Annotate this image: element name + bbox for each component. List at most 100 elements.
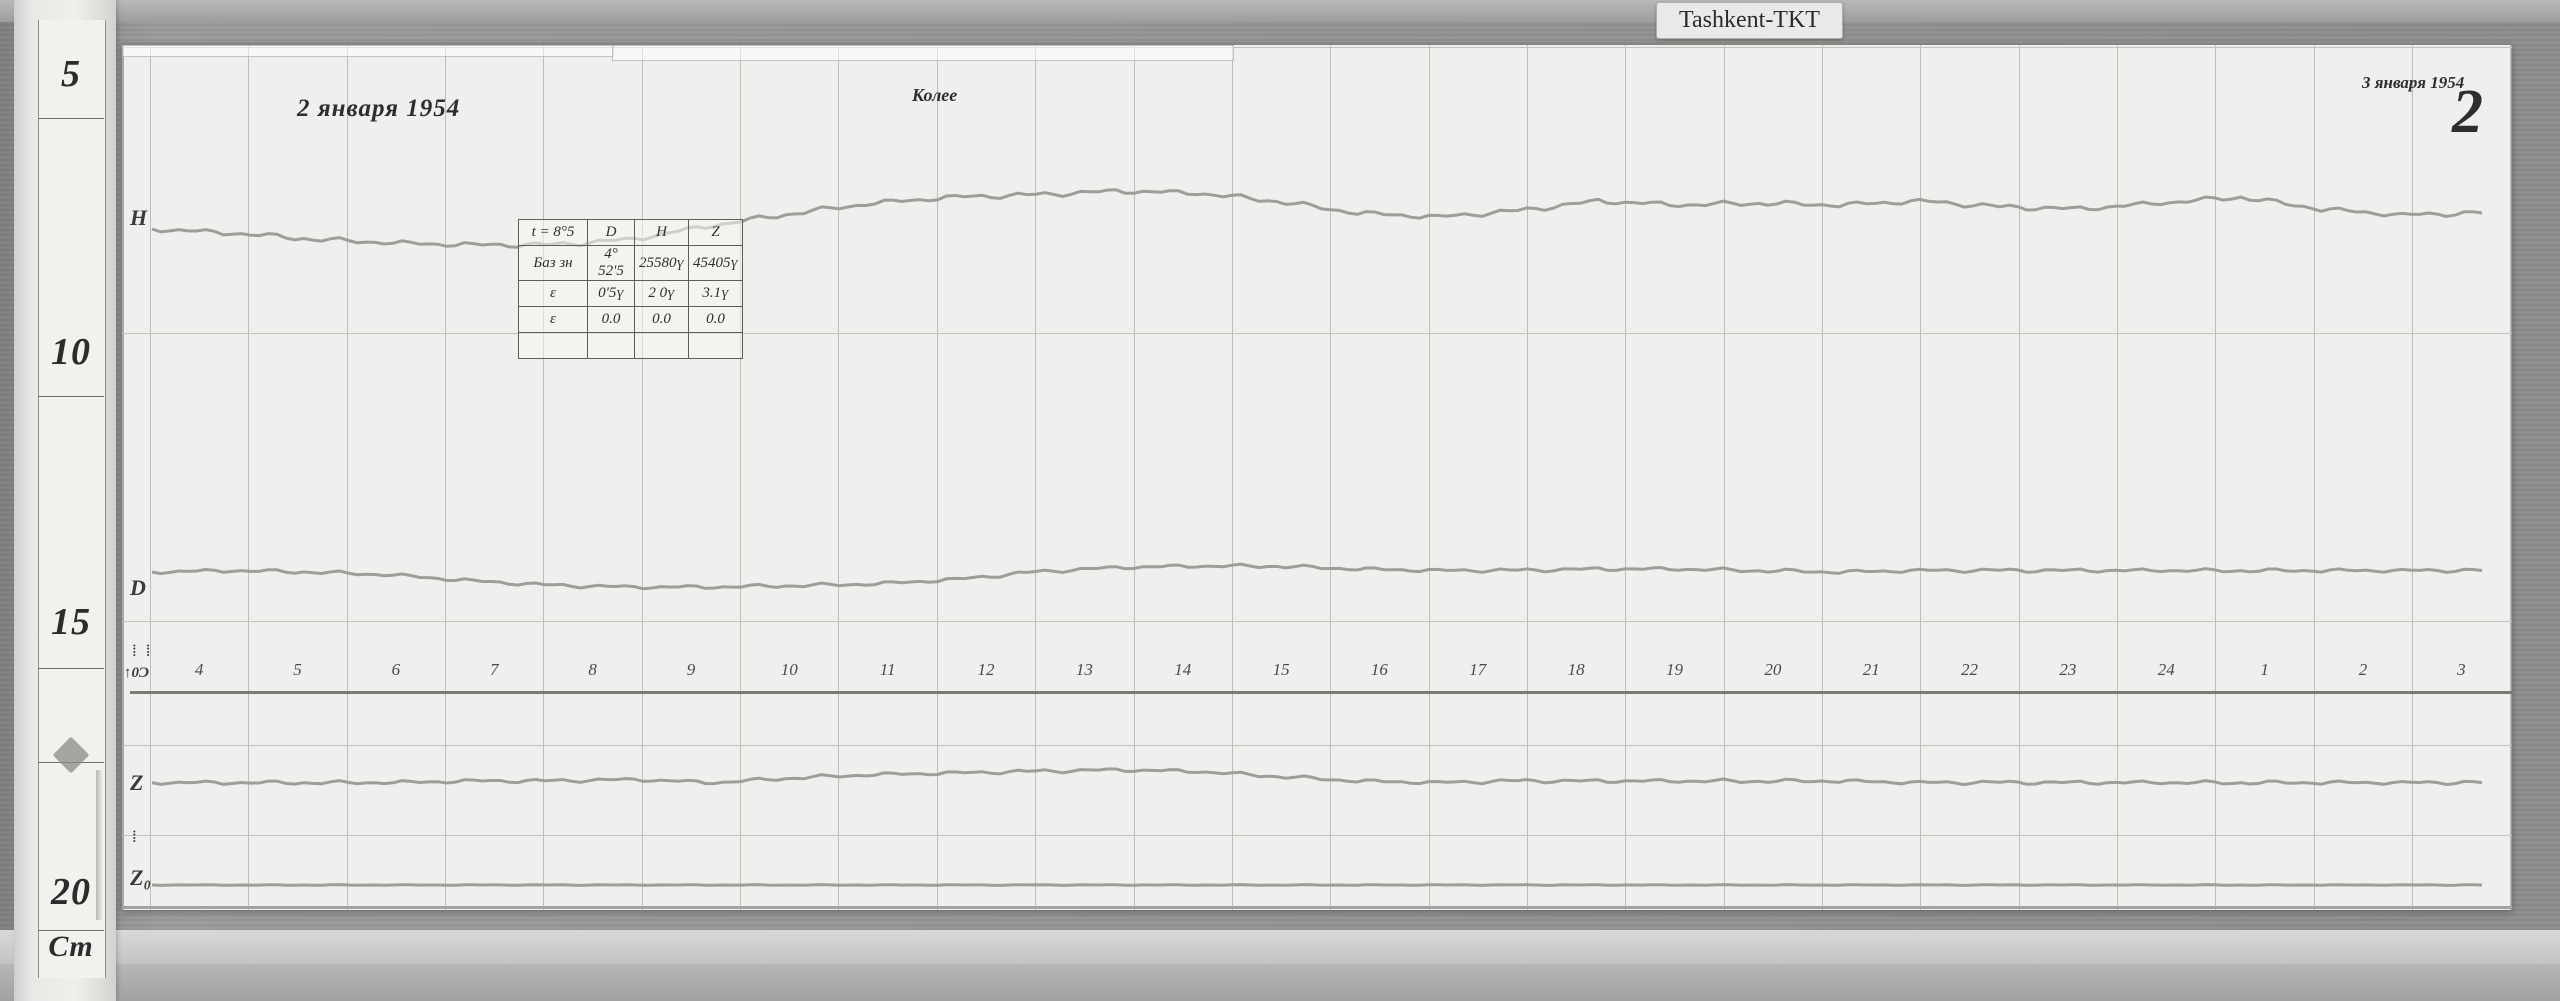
table-header-cell: t = 8°5 xyxy=(518,219,588,246)
ruler-body xyxy=(38,20,106,978)
magnetogram-sheet: H D Z Z₀ ↑0Ɔ ⁞⁞ ⁞ 4 5 6 7 8 9 10 11 12 13 14 15 16 17… xyxy=(122,45,2512,910)
table-row: ε 0'5ү 2 0ү 3.1ү xyxy=(518,280,743,307)
table-header-cell: H xyxy=(634,219,689,246)
horizontal-gridline xyxy=(122,745,2512,746)
hour-tick-label: 18 xyxy=(1567,660,1585,679)
hour-tick-label: 2 xyxy=(2358,660,2368,679)
trace-label-z: Z xyxy=(130,770,144,795)
vertical-gridline xyxy=(2018,45,2020,910)
vertical-gridline xyxy=(1625,45,1627,910)
sheet-bottom-edge xyxy=(122,906,2512,909)
desk-band-bottom xyxy=(0,962,2560,1001)
time-base-line xyxy=(130,691,2512,694)
hour-axis: 4 5 6 7 8 9 10 11 12 13 14 15 16 17 18 19 20 21 22 23 24 1 2 3 xyxy=(122,45,2512,910)
horizontal-gridline xyxy=(122,333,2512,334)
vertical-gridline xyxy=(936,45,938,910)
table-cell: 0.0 xyxy=(634,306,689,333)
hour-tick-label: 20 xyxy=(1764,660,1782,679)
vertical-gridline xyxy=(2510,45,2512,910)
ruler-label-10: 10 xyxy=(51,331,91,373)
hour-tick-label: 1 xyxy=(2260,660,2269,679)
vertical-gridline xyxy=(1822,45,1824,910)
vertical-gridline xyxy=(543,45,545,910)
table-header-row: t = 8°5 D H Z xyxy=(518,219,743,246)
vertical-gridline xyxy=(346,45,348,910)
hour-tick-label: 19 xyxy=(1665,660,1683,679)
ruler-label-20: 20 xyxy=(51,871,91,913)
hour-tick-label: 4 xyxy=(194,660,204,679)
vertical-gridline xyxy=(1920,45,1922,910)
ruler-tick xyxy=(38,396,104,397)
vertical-gridline xyxy=(2313,45,2315,910)
base-mark-label: ↑0Ɔ xyxy=(124,665,150,681)
table-cell: 0'5ү xyxy=(587,280,635,307)
hour-tick-label: 9 xyxy=(686,660,696,679)
vertical-gridline xyxy=(2117,45,2119,910)
table-cell xyxy=(634,332,689,359)
horizontal-gridline xyxy=(122,835,2512,836)
table-cell xyxy=(688,332,743,359)
hour-tick-label: 24 xyxy=(2157,660,2175,679)
note-sheet-number: 2 xyxy=(2452,78,2483,146)
table-cell: 0.0 xyxy=(688,306,743,333)
vertical-gridline xyxy=(740,45,742,910)
hour-tick-label: 23 xyxy=(2059,660,2077,679)
trace-label-h: H xyxy=(130,205,148,230)
ruler-tick xyxy=(38,118,104,119)
calibration-table: t = 8°5 D H Z Баз зн 4° 52'5 25580ү 45405ү ε 0'5ү… xyxy=(518,219,743,359)
table-cell: 45405ү xyxy=(688,245,743,281)
ruler-tick xyxy=(38,930,104,931)
fiducial-ticks: ⁞⁞ xyxy=(132,641,160,660)
ruler-unit-label: Cm xyxy=(48,930,94,963)
ruler-tick xyxy=(38,668,104,669)
vertical-gridline xyxy=(2412,45,2414,910)
vertical-gridline xyxy=(1428,45,1430,910)
note-date-right: 3 января 1954 xyxy=(2362,73,2465,92)
hour-tick-label: 12 xyxy=(977,660,995,679)
hour-tick-label: 17 xyxy=(1469,660,1487,679)
vertical-gridline xyxy=(445,45,447,910)
horizontal-gridline xyxy=(122,47,2512,48)
vertical-gridline xyxy=(1035,45,1037,910)
hour-tick-label: 22 xyxy=(1961,660,1979,679)
hour-tick-label: 10 xyxy=(780,660,798,679)
vertical-gridline xyxy=(1133,45,1135,910)
table-row: ε 0.0 0.0 0.0 xyxy=(518,306,743,333)
table-cell: 0.0 xyxy=(587,306,635,333)
ruler-edge-highlight xyxy=(96,770,102,920)
vertical-gridline xyxy=(1231,45,1233,910)
table-cell: 25580ү xyxy=(634,245,689,281)
table-row xyxy=(518,332,743,359)
scale-ruler: 5 10 15 20 Cm xyxy=(14,0,116,1001)
table-header-cell: Z xyxy=(688,219,743,246)
vertical-gridline xyxy=(2215,45,2217,910)
table-cell xyxy=(587,332,635,359)
note-station: Колее xyxy=(912,85,958,105)
table-cell: 4° 52'5 xyxy=(587,245,635,281)
hour-tick-label: 21 xyxy=(1862,660,1880,679)
table-row: Баз зн 4° 52'5 25580ү 45405ү xyxy=(518,245,743,281)
vertical-gridline xyxy=(150,45,151,910)
hour-tick-label: 14 xyxy=(1174,660,1192,679)
hour-tick-label: 16 xyxy=(1370,660,1388,679)
vertical-gridline xyxy=(838,45,840,910)
table-cell: Баз зн xyxy=(518,245,588,281)
ruler-label-15: 15 xyxy=(51,601,91,643)
sheet-left-border xyxy=(122,45,124,910)
hour-tick-label: 8 xyxy=(588,660,597,679)
vertical-gridline xyxy=(1526,45,1528,910)
sheet-top-edge xyxy=(122,42,2512,46)
vertical-gridline xyxy=(248,45,250,910)
horizontal-gridline xyxy=(122,621,2512,622)
hour-tick-label: 3 xyxy=(2457,660,2466,679)
table-cell: 2 0ү xyxy=(634,280,689,307)
ruler-label-5: 5 xyxy=(61,53,81,95)
fiducial-ticks: ⁞ xyxy=(132,827,146,846)
hour-tick-label: 6 xyxy=(391,660,401,679)
tape-artefact xyxy=(612,45,1234,61)
trace-label-d: D xyxy=(130,575,146,600)
hour-tick-label: 5 xyxy=(293,660,302,679)
table-cell xyxy=(518,332,588,359)
table-cell: ε xyxy=(518,306,588,333)
note-date-left: 2 января 1954 xyxy=(297,95,461,122)
